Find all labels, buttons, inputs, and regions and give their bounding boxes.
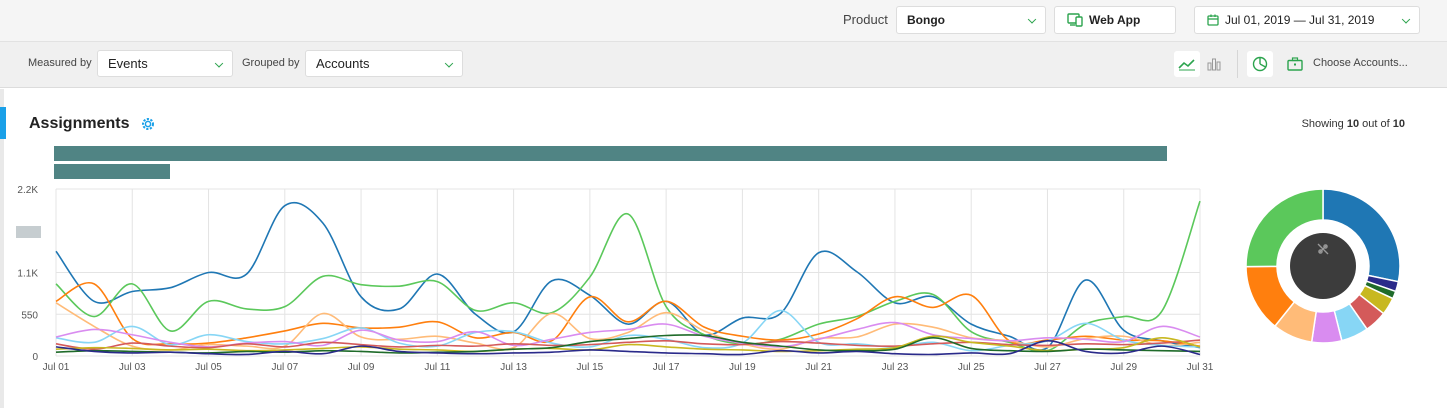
chevron-down-icon <box>444 58 454 68</box>
x-tick-label: Jul 17 <box>653 362 680 373</box>
chevron-down-icon <box>214 58 224 68</box>
x-tick-label: Jul 07 <box>271 362 298 373</box>
x-tick-label: Jul 01 <box>43 362 70 373</box>
x-tick-label: Jul 27 <box>1034 362 1061 373</box>
web-app-label: Web App <box>1089 13 1141 27</box>
product-select[interactable]: Bongo <box>896 6 1046 34</box>
y-tick-label: 2.2K <box>17 185 38 196</box>
redacted-bar <box>54 146 1167 161</box>
x-axis-ticks: Jul 01 Jul 03 Jul 05 Jul 07 Jul 09 Jul 11 Jul … <box>43 362 1214 373</box>
x-tick-label: Jul 15 <box>577 362 604 373</box>
y-axis-ticks: 0 550 1.1K 2.2K <box>17 185 38 363</box>
x-tick-label: Jul 21 <box>805 362 832 373</box>
x-tick-label: Jul 23 <box>882 362 909 373</box>
x-tick-label: Jul 09 <box>348 362 375 373</box>
measured-by-label: Measured by <box>28 57 92 69</box>
series-line-2[interactable] <box>55 200 1201 353</box>
device-icon <box>1067 13 1083 27</box>
x-tick-label: Jul 13 <box>500 362 527 373</box>
calendar-icon <box>1207 14 1219 26</box>
showing-count: Showing 10 out of 10 <box>1302 118 1405 130</box>
bar-chart-icon <box>1207 58 1221 71</box>
y-tick-label: 0 <box>32 352 38 363</box>
series-line-7[interactable] <box>55 339 1201 350</box>
panel-title: Assignments <box>29 115 130 132</box>
pie-chart-icon <box>1252 56 1268 72</box>
series-line-9[interactable] <box>55 334 1201 354</box>
redacted-bar <box>16 226 41 238</box>
bar-chart-toggle[interactable] <box>1201 51 1227 77</box>
product-select-value: Bongo <box>907 13 945 27</box>
chevron-down-icon <box>1401 15 1411 24</box>
redacted-bar <box>54 164 170 179</box>
x-tick-label: Jul 11 <box>424 362 450 373</box>
line-chart-toggle[interactable] <box>1174 51 1200 77</box>
settings-cog-icon[interactable] <box>140 116 156 132</box>
showing-mid: out of <box>1362 118 1390 130</box>
grouped-by-value: Accounts <box>316 56 370 71</box>
series-lines <box>55 200 1201 356</box>
grouped-by-label: Grouped by <box>242 57 300 69</box>
y-tick-label: 550 <box>21 310 38 321</box>
chevron-down-icon <box>1027 15 1037 24</box>
toolbar-divider <box>1237 50 1238 78</box>
unplug-icon <box>1317 243 1329 255</box>
choose-accounts-button[interactable] <box>1282 51 1308 77</box>
showing-count-value: 10 <box>1346 118 1360 130</box>
x-tick-label: Jul 03 <box>119 362 146 373</box>
measured-by-value: Events <box>108 56 148 71</box>
briefcase-icon <box>1287 57 1303 71</box>
top-bar: Product Bongo Web App Jul 01, 2019 — Jul… <box>0 0 1447 42</box>
showing-total-value: 10 <box>1392 118 1405 130</box>
donut-slices <box>1245 188 1401 344</box>
panel-accent-bar <box>0 107 6 139</box>
choose-accounts-label[interactable]: Choose Accounts... <box>1313 57 1408 69</box>
x-tick-label: Jul 31 <box>1187 362 1214 373</box>
x-tick-label: Jul 29 <box>1110 362 1137 373</box>
date-range-picker[interactable]: Jul 01, 2019 — Jul 31, 2019 <box>1194 6 1420 34</box>
showing-prefix: Showing <box>1301 118 1344 130</box>
product-label: Product <box>843 12 888 27</box>
donut-center <box>1290 233 1356 299</box>
series-line-1[interactable] <box>55 201 1201 351</box>
web-app-button[interactable]: Web App <box>1054 6 1176 34</box>
filter-bar: Measured by Events Grouped by Accounts <box>0 42 1447 88</box>
series-line-10[interactable] <box>55 340 1201 356</box>
measured-by-select[interactable]: Events <box>97 50 233 77</box>
x-tick-label: Jul 19 <box>729 362 756 373</box>
date-range-value: Jul 01, 2019 — Jul 31, 2019 <box>1225 13 1375 27</box>
grouped-by-select[interactable]: Accounts <box>305 50 463 77</box>
y-tick-label: 1.1K <box>17 269 38 280</box>
donut-chart <box>1245 188 1401 344</box>
x-tick-label: Jul 05 <box>195 362 222 373</box>
pie-chart-toggle[interactable] <box>1247 51 1273 77</box>
donut-slice-10[interactable] <box>1245 188 1324 268</box>
x-tick-label: Jul 25 <box>958 362 985 373</box>
line-chart-icon <box>1178 59 1195 71</box>
